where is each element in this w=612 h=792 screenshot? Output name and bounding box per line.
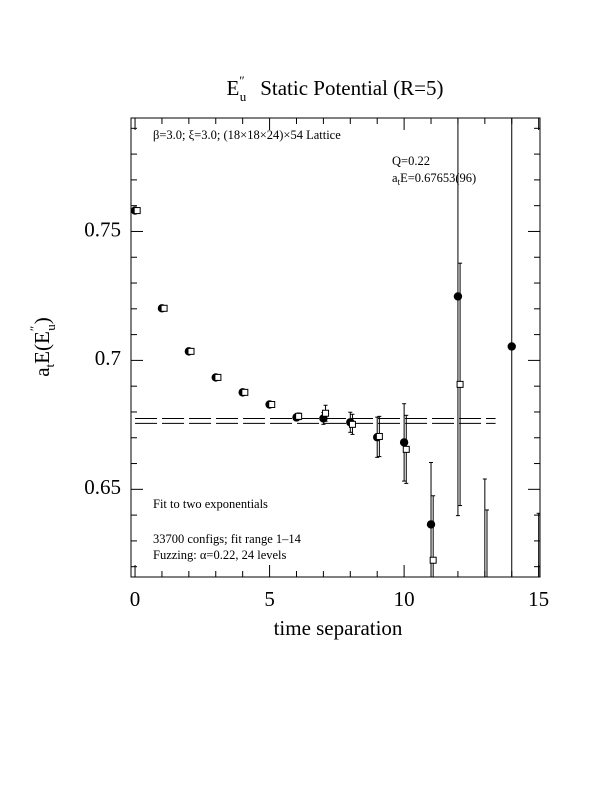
data-point [322,409,330,417]
chart-title: E″ u Static Potential (R=5) [226,73,443,104]
data-point [133,207,141,215]
data-point [453,292,463,301]
annotation-a: a [392,171,398,185]
y-label-a-sub: t [42,363,57,367]
y-tick-label: 0.7 [95,346,121,370]
y-label-sub: u [43,324,58,331]
title-symbol: E [226,76,239,100]
y-label-mid: E(E [30,331,54,364]
title-sub: u [240,89,247,104]
annotation: 33700 configs; fit range 1–14 [153,532,302,546]
plot-area [131,118,542,647]
data-point [241,388,249,396]
data-point [348,420,356,428]
y-label-end: ) [30,317,54,324]
y-label-sup: ″ [27,326,42,331]
data-point [534,614,542,622]
title-rest: Static Potential (R=5) [260,76,443,100]
annotation: Fuzzing: α=0.22, 24 levels [153,548,287,562]
annotation: atE=0.67653(96) [392,171,476,187]
data-point [507,342,516,351]
y-tick-label: 0.65 [84,475,121,499]
data-point [268,400,276,408]
annotation: Fit to two exponentials [153,497,268,511]
annotation: Q=0.22 [392,154,430,168]
x-tick-label: 5 [264,587,275,611]
x-tick-label: 10 [394,587,415,611]
data-point [484,641,490,647]
data-point [426,520,436,529]
x-tick-label: 0 [130,587,141,611]
y-tick-label: 0.75 [84,217,121,241]
data-point [481,614,489,622]
data-point [375,432,383,440]
annotation: β=3.0; ξ=3.0; (18×18×24)×54 Lattice [153,128,341,142]
data-point [160,304,168,312]
data-point [402,445,410,453]
data-point [399,438,409,447]
x-axis-label: time separation [274,616,403,640]
data-point [456,380,464,388]
title-sup: ″ [239,73,244,88]
data-point [187,347,195,355]
data-point [429,556,437,564]
data-point [214,373,222,381]
x-tick-label: 15 [528,587,549,611]
plot-frame [130,117,541,578]
annotation-sub: t [398,177,401,187]
data-point [295,412,303,420]
annotation-rest: E=0.67653(96) [400,171,476,185]
y-label-a: a [30,367,54,377]
y-axis-label: atE(E″u) [27,317,58,377]
